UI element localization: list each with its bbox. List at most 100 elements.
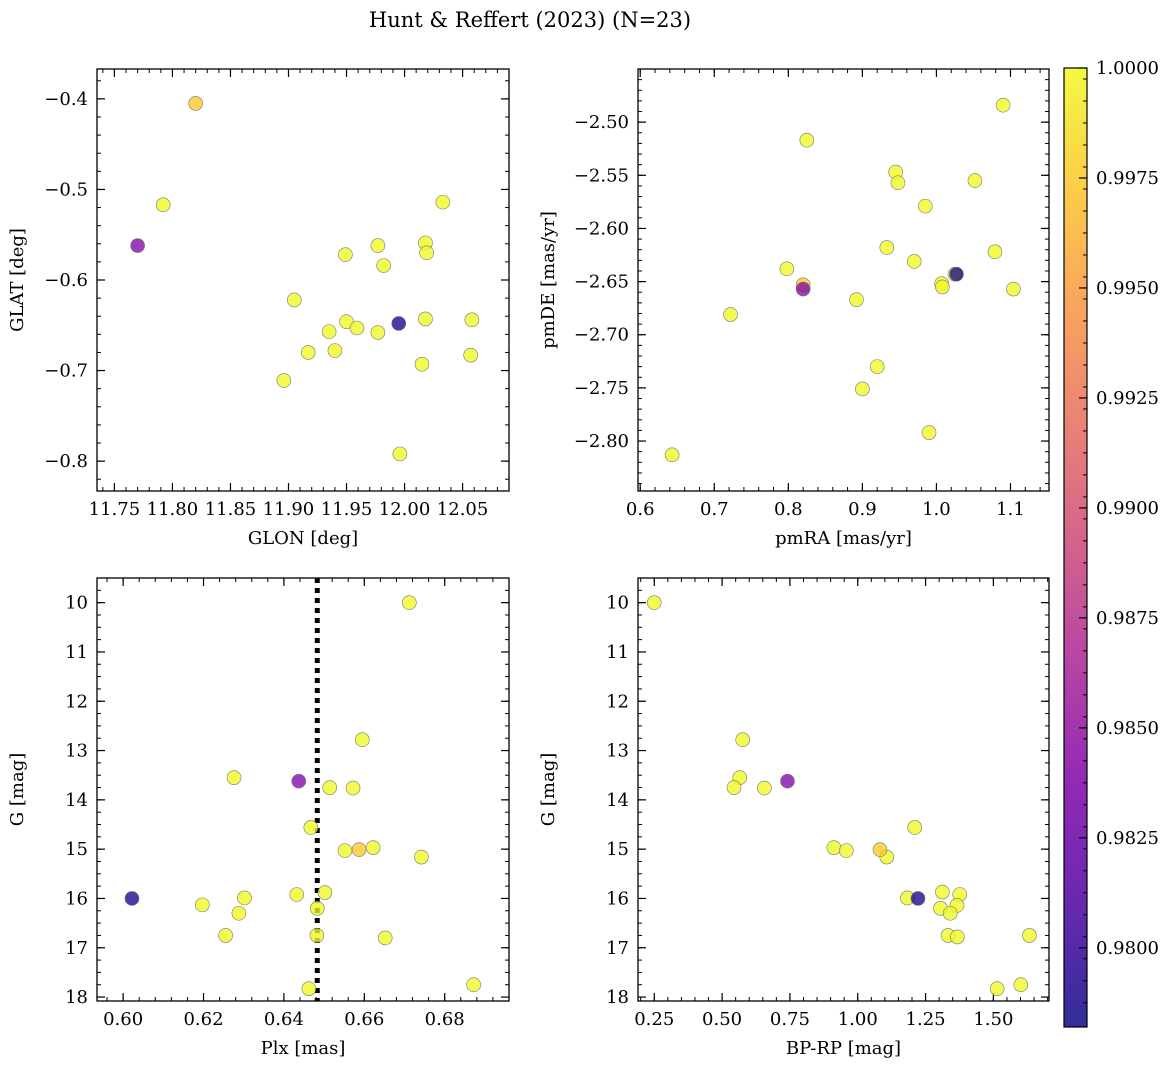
y-tick-label: 11 — [65, 642, 88, 663]
data-point — [303, 820, 319, 835]
data-point — [906, 254, 922, 269]
data-point — [309, 928, 325, 943]
data-point — [918, 198, 933, 214]
data-point — [879, 240, 895, 255]
data-point — [414, 849, 429, 865]
data-point — [286, 292, 302, 308]
x-axis-label: GLON [deg] — [248, 528, 358, 549]
data-point — [377, 930, 393, 946]
y-tick-label: 15 — [606, 839, 629, 860]
x-tick-label: 11.90 — [263, 499, 315, 520]
y-tick-label: −0.8 — [44, 451, 88, 472]
plot-frame — [637, 68, 1050, 492]
y-tick-label: 13 — [606, 741, 629, 762]
x-axis-label: BP-RP [mag] — [786, 1038, 901, 1059]
colorbar: 0.9800 0.9825 0.9850 0.9875 0.9900 0.9925 0.99… — [1063, 58, 1159, 1028]
data-point — [124, 891, 140, 906]
data-point — [370, 325, 386, 340]
data-point — [365, 840, 381, 855]
y-tick-label: 14 — [606, 790, 629, 811]
data-point — [435, 194, 451, 210]
data-point — [130, 238, 145, 253]
x-tick-label: 0.9 — [848, 499, 877, 520]
y-tick-label: 16 — [606, 888, 629, 909]
data-point — [322, 780, 338, 795]
y-tick-label: 18 — [65, 987, 88, 1008]
minor-ticks — [638, 577, 1049, 1001]
data-point — [402, 595, 417, 610]
x-tick-label: 0.75 — [770, 1009, 810, 1030]
data-point — [218, 928, 233, 943]
data-point — [950, 929, 965, 945]
y-tick-label: −2.80 — [574, 431, 629, 452]
data-point — [735, 732, 751, 748]
data-point — [799, 132, 815, 148]
x-tick-label: 1.0 — [922, 499, 951, 520]
data-point — [921, 425, 937, 440]
data-point — [351, 842, 367, 857]
data-point — [890, 175, 906, 191]
data-point — [466, 977, 481, 993]
x-tick-label: 11.95 — [321, 499, 373, 520]
y-tick-label: 14 — [65, 790, 88, 811]
x-tick-label: 0.66 — [344, 1009, 384, 1030]
data-point — [392, 446, 408, 462]
y-tick-label: 12 — [65, 691, 88, 712]
data-point — [418, 311, 433, 327]
figure-title: Hunt & Reffert (2023) (N=23) — [369, 8, 691, 32]
data-point — [839, 843, 854, 858]
data-point — [989, 981, 1005, 996]
x-tick-label: 11.80 — [147, 499, 199, 520]
y-tick-label: −2.60 — [574, 218, 629, 239]
data-point — [188, 96, 203, 111]
y-tick-label: 10 — [606, 593, 629, 614]
y-axis-label: GLAT [deg] — [7, 228, 28, 332]
data-point — [337, 843, 353, 858]
data-point — [391, 316, 407, 331]
panels: 11.75 11.80 11.85 11.90 11.95 12.00 12.05 −0.8 −… — [7, 68, 1050, 1059]
x-tick-label: 0.6 — [626, 499, 655, 520]
data-point — [942, 905, 958, 921]
data-point — [869, 359, 885, 374]
y-tick-label: −0.6 — [44, 270, 88, 291]
data-point — [726, 780, 742, 795]
data-point — [237, 890, 252, 906]
y-tick-label: 10 — [65, 593, 88, 614]
data-point — [780, 773, 795, 789]
x-tick-label: 0.60 — [103, 1009, 143, 1030]
data-point — [289, 887, 305, 902]
plot-frame — [96, 68, 510, 492]
minor-ticks — [97, 577, 510, 1001]
x-tick-label: 0.62 — [183, 1009, 223, 1030]
data-point — [300, 345, 316, 360]
data-point — [849, 292, 864, 307]
data-point — [1022, 928, 1037, 943]
data-point — [464, 312, 480, 328]
data-point — [826, 840, 842, 855]
data-point — [317, 885, 333, 900]
x-axis-label: Plx [mas] — [261, 1038, 346, 1059]
data-point — [967, 173, 983, 188]
y-tick-label: −2.65 — [574, 272, 629, 293]
scatter-panel-3: 0.60 0.62 0.64 0.66 0.68 10 11 12 13 14 15 16 17 18 Pl… — [7, 577, 510, 1059]
data-point — [321, 324, 337, 339]
y-tick-label: 11 — [606, 642, 629, 663]
x-tick-label: 0.50 — [702, 1009, 742, 1030]
colorbar-tick-label: 0.9950 — [1096, 278, 1159, 299]
data-point — [987, 244, 1003, 260]
x-tick-label: 0.7 — [700, 499, 729, 520]
y-tick-label: −2.50 — [574, 112, 629, 133]
x-tick-label: 1.00 — [838, 1009, 878, 1030]
data-point — [723, 307, 738, 322]
data-point — [327, 343, 343, 358]
y-tick-label: −2.70 — [574, 325, 629, 346]
scatter-panel-1: 11.75 11.80 11.85 11.90 11.95 12.00 12.05 −0.8 −… — [7, 68, 510, 549]
data-point — [795, 281, 811, 297]
data-point — [1006, 281, 1021, 297]
data-point — [354, 732, 370, 748]
scatter-panel-2: 0.6 0.7 0.8 0.9 1.0 1.1 −2.80 −2.75 −2.70 −2.65 −2… — [538, 68, 1050, 549]
colorbar-tick-label: 0.9825 — [1096, 828, 1159, 849]
data-point — [376, 258, 391, 273]
y-tick-label: −2.75 — [574, 378, 629, 399]
